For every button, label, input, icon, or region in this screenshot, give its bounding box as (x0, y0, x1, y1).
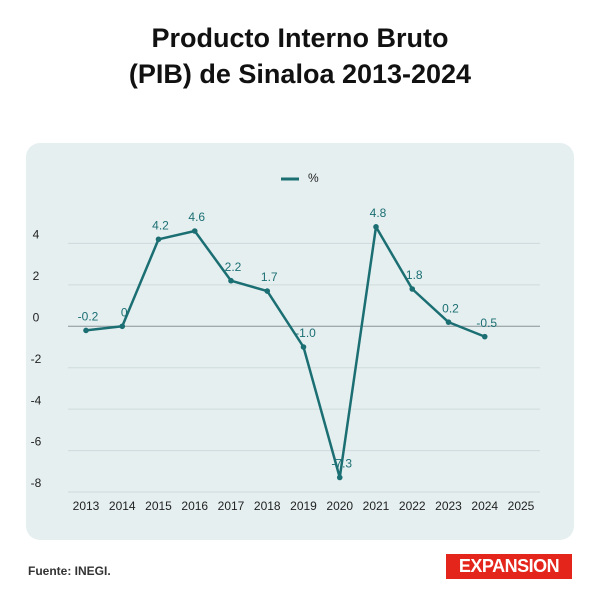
data-point (445, 319, 452, 325)
x-tick-label: 2024 (471, 499, 498, 513)
data-label: 4.8 (370, 206, 387, 220)
source: Fuente: INEGI. (28, 564, 111, 578)
y-tick-label: 2 (33, 269, 40, 283)
series-line (85, 225, 486, 479)
data-label: -7.3 (331, 457, 352, 471)
x-tick-label: 2022 (399, 499, 426, 513)
data-label: -0.2 (78, 310, 99, 324)
data-point (481, 333, 488, 340)
data-label: 1.7 (261, 270, 278, 284)
data-label: -0.5 (476, 316, 497, 330)
data-label: 2.2 (225, 260, 242, 274)
x-tick-label: 2020 (326, 499, 353, 513)
x-tick-label: 2013 (73, 499, 100, 513)
x-tick-label: 2014 (109, 499, 136, 513)
data-label: 4.2 (152, 218, 169, 232)
x-tick-label: 2017 (218, 499, 245, 513)
data-point (300, 344, 307, 350)
data-point (373, 224, 379, 230)
x-tick-label: 2023 (435, 499, 462, 513)
data-label: 0 (121, 305, 128, 319)
x-tick-label: 2021 (363, 499, 390, 513)
data-point (191, 228, 198, 234)
chart-title: Producto Interno Bruto (PIB) de Sinaloa … (128, 23, 472, 89)
x-tick-label: 2018 (254, 499, 281, 513)
x-tick-label: 2016 (181, 499, 208, 513)
data-label: 0.2 (442, 301, 459, 315)
x-tick-label: 2019 (290, 499, 317, 513)
y-tick-label: 0 (33, 310, 40, 324)
data-label: 4.6 (188, 210, 205, 224)
y-tick-label: -2 (31, 352, 42, 366)
data-label: -1.0 (295, 326, 316, 340)
y-tick-label: -8 (31, 476, 42, 490)
data-point (119, 323, 126, 330)
x-tick-label: 2025 (508, 499, 535, 513)
data-point (264, 288, 271, 294)
data-point (83, 327, 89, 334)
y-tick-label: 4 (33, 228, 40, 242)
brand-logo: EXPANSION (446, 554, 572, 579)
data-label: 1.8 (406, 268, 423, 282)
legend-label: % (308, 171, 319, 185)
data-point (155, 236, 162, 243)
y-tick-label: -6 (31, 435, 42, 449)
data-point (336, 474, 343, 481)
data-point (228, 277, 234, 284)
y-tick-label: -4 (31, 393, 42, 407)
x-tick-label: 2015 (145, 499, 172, 513)
data-point (409, 286, 416, 292)
